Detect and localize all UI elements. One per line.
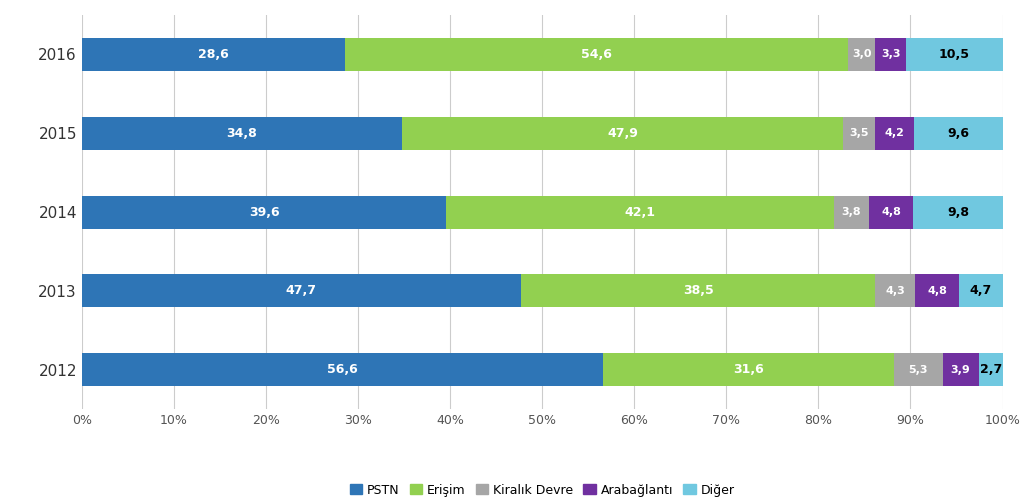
Text: 4,8: 4,8 xyxy=(881,207,901,217)
Text: 4,2: 4,2 xyxy=(885,128,904,138)
Bar xyxy=(82,196,446,229)
Text: 3,0: 3,0 xyxy=(852,49,872,59)
Text: 10,5: 10,5 xyxy=(939,48,970,61)
Bar xyxy=(906,38,1003,71)
Bar xyxy=(870,196,914,229)
Bar xyxy=(82,274,521,307)
Text: 2,7: 2,7 xyxy=(980,363,1003,376)
Bar xyxy=(82,117,402,150)
Bar xyxy=(914,196,1004,229)
Bar xyxy=(345,38,848,71)
Bar xyxy=(402,117,843,150)
Text: 3,8: 3,8 xyxy=(842,207,861,217)
Text: 9,8: 9,8 xyxy=(947,206,970,219)
Bar xyxy=(834,196,869,229)
Bar xyxy=(915,117,1003,150)
Text: 39,6: 39,6 xyxy=(249,206,279,219)
Text: 5,3: 5,3 xyxy=(908,365,928,375)
Bar xyxy=(876,38,906,71)
Bar xyxy=(894,353,943,386)
Text: 34,8: 34,8 xyxy=(227,127,258,140)
Text: 3,3: 3,3 xyxy=(881,49,900,59)
Text: 4,3: 4,3 xyxy=(885,286,905,296)
Bar xyxy=(82,353,603,386)
Bar xyxy=(876,117,915,150)
Text: 3,9: 3,9 xyxy=(950,365,971,375)
Bar xyxy=(446,196,834,229)
Text: 47,7: 47,7 xyxy=(285,284,317,297)
Bar xyxy=(979,353,1004,386)
Text: 31,6: 31,6 xyxy=(733,363,764,376)
Text: 4,8: 4,8 xyxy=(927,286,947,296)
Text: 4,7: 4,7 xyxy=(970,284,992,297)
Text: 28,6: 28,6 xyxy=(198,48,229,61)
Text: 56,6: 56,6 xyxy=(327,363,358,376)
Text: 42,1: 42,1 xyxy=(625,206,656,219)
Bar xyxy=(876,274,915,307)
Bar xyxy=(848,38,876,71)
Bar xyxy=(960,274,1003,307)
Bar xyxy=(521,274,876,307)
Text: 47,9: 47,9 xyxy=(608,127,638,140)
Bar xyxy=(843,117,876,150)
Bar xyxy=(603,353,894,386)
Bar xyxy=(82,38,345,71)
Bar xyxy=(915,274,960,307)
Text: 9,6: 9,6 xyxy=(947,127,970,140)
Legend: PSTN, Erişim, Kiralık Devre, Arabağlantı, Diğer: PSTN, Erişim, Kiralık Devre, Arabağlantı… xyxy=(345,479,740,499)
Text: 38,5: 38,5 xyxy=(683,284,714,297)
Text: 54,6: 54,6 xyxy=(581,48,612,61)
Text: 3,5: 3,5 xyxy=(850,128,870,138)
Bar xyxy=(943,353,979,386)
